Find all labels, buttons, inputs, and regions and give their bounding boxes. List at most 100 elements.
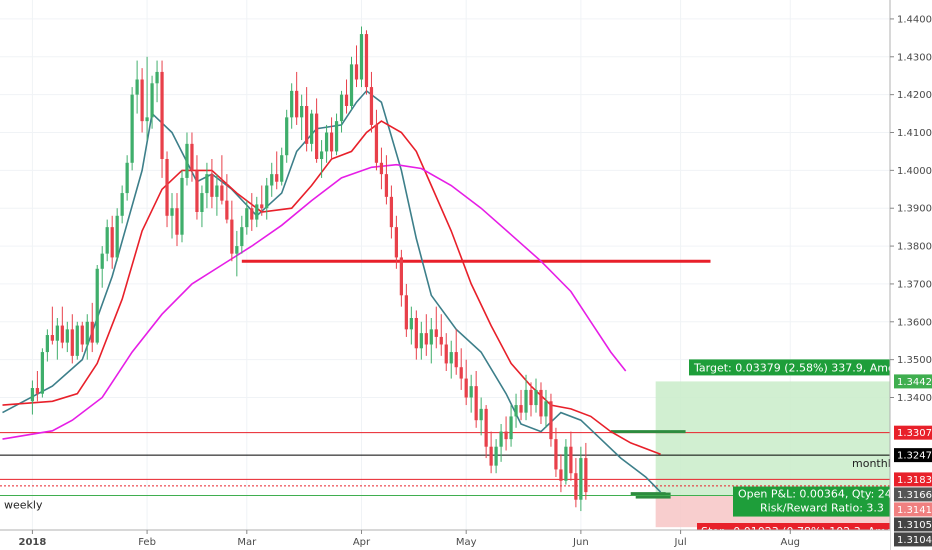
candle-body	[499, 431, 503, 447]
candle-body	[285, 117, 289, 156]
candle-body	[255, 204, 259, 220]
date-tick-label: Jul	[674, 537, 687, 548]
candle-body	[574, 473, 578, 500]
price-tick-label: 1.36000	[897, 317, 932, 328]
moving-average-line	[2, 89, 662, 493]
price-badge	[894, 425, 932, 440]
date-axis[interactable]: 2018 Feb Mar Apr May Jun Jul Aug	[0, 529, 890, 550]
candle-body	[419, 333, 423, 349]
candle-body	[414, 318, 418, 349]
candle-body	[449, 352, 453, 364]
candle-body	[110, 227, 114, 258]
candle-body	[70, 329, 74, 356]
date-tick-label: Jun	[572, 537, 589, 548]
candle-body	[369, 87, 374, 125]
candle-body	[539, 389, 543, 417]
price-badge-label: 1.31665	[897, 490, 932, 501]
candle-body	[514, 405, 518, 417]
price-badge-label: 1.34425	[897, 377, 932, 388]
candle-body	[484, 408, 488, 447]
price-badge	[894, 472, 932, 487]
candle-body	[100, 253, 104, 269]
pnl-label: Open P&L: 0.00364, Qty: 24437	[738, 488, 913, 501]
candle-body	[310, 113, 314, 144]
candle-body	[474, 386, 478, 421]
candle-body	[459, 367, 463, 379]
candle-body	[379, 162, 384, 175]
horizontal-lines[interactable]	[0, 259, 890, 497]
price-badge	[894, 517, 932, 532]
candle-body	[324, 132, 329, 152]
candle-body	[85, 321, 89, 345]
price-tick-label: 1.41000	[897, 128, 932, 139]
candle-body	[190, 143, 194, 171]
candle-body	[170, 208, 174, 216]
candle-body	[579, 458, 583, 500]
moving-average-line	[2, 120, 661, 456]
candle-body	[519, 405, 523, 413]
weekly-label: weekly	[4, 499, 43, 512]
candle-body	[195, 170, 199, 212]
price-badge-label: 1.31050	[897, 520, 932, 531]
candle-body	[280, 155, 284, 182]
candle-body	[35, 388, 40, 394]
candle-body	[559, 469, 563, 481]
candle-body	[409, 318, 413, 330]
candle-body	[534, 389, 538, 406]
date-tick-label: Feb	[138, 537, 156, 548]
candle-body	[509, 416, 513, 440]
price-tick-label: 1.39000	[897, 204, 932, 215]
candle-body	[329, 132, 334, 152]
candle-body	[429, 329, 433, 345]
date-tick-label: Apr	[353, 537, 371, 548]
price-tick-label: 1.44000	[897, 14, 932, 25]
price-badge	[894, 532, 932, 547]
candle-body	[180, 177, 184, 235]
target-zone[interactable]	[655, 381, 890, 496]
candle-body	[50, 335, 54, 341]
risk-reward-label: Risk/Reward Ratio: 3.3	[760, 502, 884, 515]
price-tick-label: 1.38000	[897, 242, 932, 253]
target-label: Target: 0.03379 (2.58%) 337.9, Amount:	[693, 361, 917, 374]
candle-body	[215, 185, 219, 197]
price-tick-label: 1.35000	[897, 355, 932, 366]
candle-body	[549, 401, 553, 440]
candle-body	[235, 246, 239, 254]
candle-body	[564, 446, 568, 481]
candle-body	[160, 71, 164, 159]
candle-body	[344, 94, 349, 106]
candle-body	[150, 83, 154, 118]
candle-body	[90, 321, 94, 343]
candle-body	[270, 174, 274, 186]
candle-body	[554, 439, 558, 470]
price-axis-background	[890, 0, 932, 550]
price-badge-label: 1.31046	[897, 535, 932, 546]
price-badge-label: 1.31410	[897, 505, 932, 516]
monthly-label: monthly	[852, 457, 898, 470]
candle-body	[489, 446, 493, 466]
price-axis[interactable]: 1.44000 1.43000 1.42000 1.41000 1.40000 1.390…	[889, 0, 932, 550]
candle-body	[359, 34, 364, 80]
candle-body	[404, 295, 408, 330]
candle-body	[544, 401, 548, 417]
candle-body	[399, 257, 403, 296]
candle-body	[364, 34, 369, 88]
price-badge	[894, 374, 932, 389]
candle-body	[349, 64, 354, 106]
candle-body	[40, 352, 45, 394]
pnl-label-box	[733, 486, 890, 517]
candle-body	[220, 185, 224, 201]
candle-body	[374, 124, 379, 163]
candle-body	[434, 329, 438, 337]
candle-body	[424, 333, 428, 345]
candle-body	[275, 174, 279, 182]
price-badge-label: 1.32478	[897, 451, 932, 462]
candle-body	[314, 113, 319, 159]
candle-body	[155, 71, 159, 84]
candle-body	[454, 352, 458, 368]
candle-body	[145, 117, 149, 122]
candle-body	[65, 329, 69, 343]
candle-body	[394, 227, 399, 258]
